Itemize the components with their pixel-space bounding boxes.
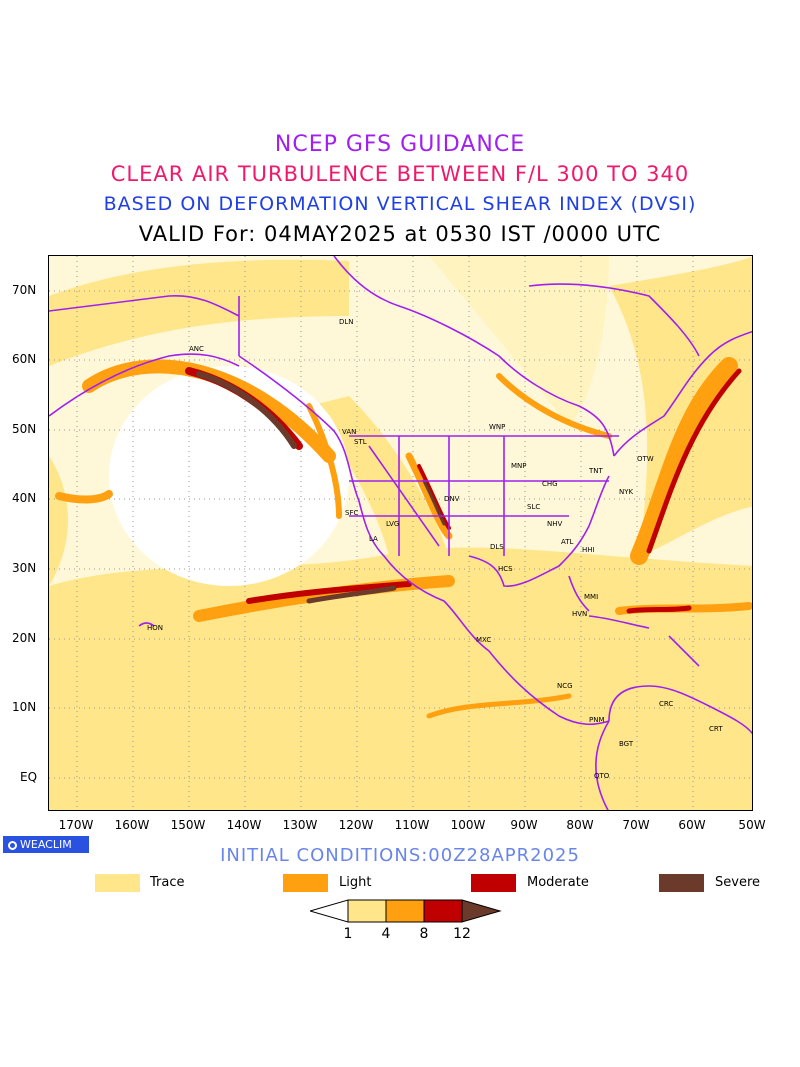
lon-label: 120W xyxy=(338,818,374,832)
city-label-van: VAN xyxy=(342,428,356,436)
initial-conditions: INITIAL CONDITIONS:00Z28APR2025 xyxy=(220,845,580,866)
city-label-anc: ANC xyxy=(189,345,204,353)
city-label-hon: HON xyxy=(147,624,163,632)
lon-label: 80W xyxy=(566,818,594,832)
city-label-crt: CRT xyxy=(709,725,723,733)
city-label-ncg: NCG xyxy=(557,682,573,690)
logo-ring-icon xyxy=(8,841,17,850)
colorbar-tick: 1 xyxy=(343,926,353,942)
turbulence-map: ANC DLN VAN STL WNP MNP OTW TNT NYK CHG DNV SLC SFC L… xyxy=(48,255,753,811)
city-label-crc: CRC xyxy=(659,700,673,708)
colorbar-segment-trace xyxy=(347,899,387,923)
title-valid-time: VALID For: 04MAY2025 at 0530 IST /0000 U… xyxy=(138,222,662,246)
severe-areas xyxy=(196,371,446,604)
city-label-la: LA xyxy=(369,535,378,543)
lon-label: 60W xyxy=(678,818,706,832)
colorbar-segment-moderate xyxy=(423,899,463,923)
city-label-hhi: HHI xyxy=(582,546,595,554)
lat-label: 50N xyxy=(12,422,37,436)
city-label-dln: DLN xyxy=(339,318,354,326)
weaclim-logo: WEACLIM xyxy=(3,836,89,853)
lat-label: 10N xyxy=(12,700,37,714)
legend-label-trace: Trace xyxy=(150,875,185,890)
city-label-bgt: BGT xyxy=(619,740,634,748)
city-label-nyk: NYK xyxy=(619,488,634,496)
clear-pacific-area xyxy=(109,366,349,586)
city-label-mnp: MNP xyxy=(511,462,527,470)
trace-areas xyxy=(49,256,752,810)
lon-label: 150W xyxy=(170,818,206,832)
legend-swatch-severe xyxy=(659,874,704,892)
city-label-qto: QTO xyxy=(594,772,610,780)
lon-label: 100W xyxy=(450,818,486,832)
lon-label: 110W xyxy=(394,818,430,832)
lon-label: 130W xyxy=(282,818,318,832)
lat-label: 60N xyxy=(12,352,37,366)
lat-label: EQ xyxy=(20,770,38,784)
city-label-stl: STL xyxy=(354,438,367,446)
city-labels: ANC DLN VAN STL WNP MNP OTW TNT NYK CHG DNV SLC SFC L… xyxy=(147,318,723,780)
city-label-sfc: SFC xyxy=(345,509,358,517)
lon-label: 140W xyxy=(226,818,262,832)
title-method: BASED ON DEFORMATION VERTICAL SHEAR INDE… xyxy=(103,193,697,215)
city-label-pnm: PNM xyxy=(589,716,605,724)
city-label-mxc: MXC xyxy=(476,636,491,644)
colorbar-tick: 12 xyxy=(453,926,471,942)
legend-label-light: Light xyxy=(339,875,372,890)
lon-label: 70W xyxy=(622,818,650,832)
colorbar-high-arrow xyxy=(461,899,502,923)
colorbar-tick: 8 xyxy=(419,926,429,942)
legend-swatch-moderate xyxy=(471,874,516,892)
city-label-hvn: HVN xyxy=(572,610,587,618)
coastlines-and-borders xyxy=(49,256,752,810)
legend-label-severe: Severe xyxy=(715,875,760,890)
colorbar-low-arrow xyxy=(310,899,349,923)
map-canvas: ANC DLN VAN STL WNP MNP OTW TNT NYK CHG DNV SLC SFC L… xyxy=(49,256,752,810)
legend-label-moderate: Moderate xyxy=(527,875,589,890)
city-label-nhv: NHV xyxy=(547,520,563,528)
city-label-tnt: TNT xyxy=(588,467,604,475)
city-label-dls: DLS xyxy=(490,543,504,551)
lon-label: 50W xyxy=(738,818,766,832)
city-label-dnv: DNV xyxy=(444,495,460,503)
lat-label: 70N xyxy=(12,283,37,297)
city-label-wnp: WNP xyxy=(489,423,505,431)
colorbar-tick: 4 xyxy=(381,926,391,942)
title-model: NCEP GFS GUIDANCE xyxy=(274,132,526,157)
logo-text: WEACLIM xyxy=(20,838,72,851)
city-label-mmi: MMI xyxy=(584,593,598,601)
lat-label: 30N xyxy=(12,561,37,575)
colorbar-segment-light xyxy=(385,899,425,923)
legend-swatch-light xyxy=(283,874,328,892)
legend-swatch-trace xyxy=(95,874,140,892)
city-label-chg: CHG xyxy=(542,480,558,488)
city-label-atl: ATL xyxy=(561,538,574,546)
lat-label: 40N xyxy=(12,491,37,505)
title-product: CLEAR AIR TURBULENCE BETWEEN F/L 300 TO … xyxy=(110,162,690,186)
city-label-slc: SLC xyxy=(527,503,540,511)
lat-label: 20N xyxy=(12,631,37,645)
city-label-otw: OTW xyxy=(637,455,654,463)
lon-label: 170W xyxy=(58,818,94,832)
colorbar xyxy=(310,899,502,923)
lon-label: 90W xyxy=(510,818,538,832)
lon-label: 160W xyxy=(114,818,150,832)
city-label-hcs: HCS xyxy=(498,565,513,573)
city-label-lvg: LVG xyxy=(386,520,399,528)
